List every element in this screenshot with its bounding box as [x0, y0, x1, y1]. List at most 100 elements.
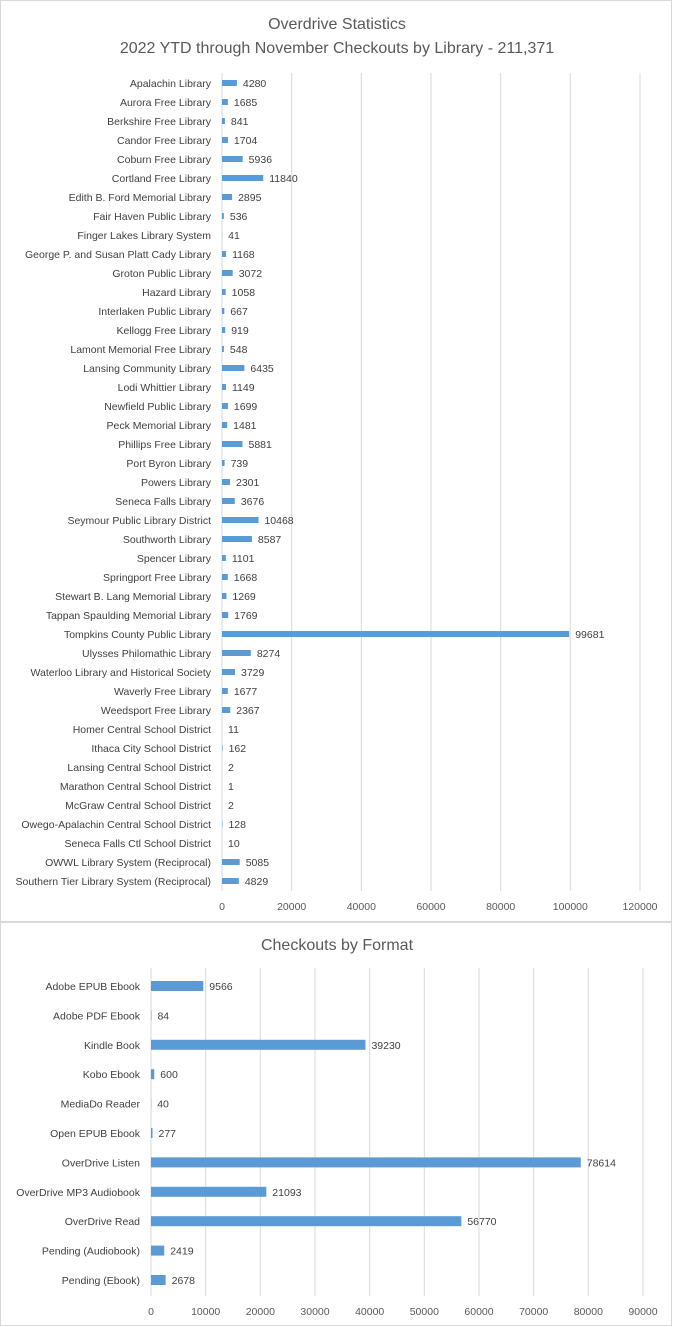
x-tick-label: 80000 — [486, 901, 515, 913]
x-tick-label: 20000 — [277, 901, 306, 913]
category-label: Lamont Memorial Free Library — [70, 344, 211, 356]
data-label: 1677 — [234, 686, 258, 698]
bar-peck-memorial-library — [222, 422, 227, 428]
data-label: 1 — [228, 781, 234, 793]
data-label: 2678 — [172, 1275, 196, 1287]
bar-open-epub-ebook — [151, 1128, 153, 1138]
bar-powers-library — [222, 479, 230, 485]
category-label: Southern Tier Library System (Reciprocal… — [16, 876, 212, 888]
category-label: Peck Memorial Library — [107, 420, 212, 432]
data-label: 8274 — [257, 648, 281, 660]
x-tick-label: 20000 — [246, 1306, 275, 1318]
bar-groton-public-library — [222, 270, 233, 276]
bar-overdrive-listen — [151, 1157, 581, 1167]
x-tick-label: 60000 — [416, 901, 445, 913]
data-label: 4829 — [245, 876, 269, 888]
data-label: 8587 — [258, 534, 282, 546]
category-label: Weedsport Free Library — [101, 705, 212, 717]
bar-lamont-memorial-free-library — [222, 346, 224, 352]
bar-waterloo-library-and-historical-society — [222, 669, 235, 675]
category-label: OWWL Library System (Reciprocal) — [45, 857, 211, 869]
data-label: 1149 — [232, 382, 255, 394]
data-label: 2 — [228, 800, 234, 812]
bar-george-p-and-susan-platt-cady-library — [222, 251, 226, 257]
category-label: Ulysses Philomathic Library — [82, 648, 212, 660]
category-label: Interlaken Public Library — [98, 306, 211, 318]
category-label: Fair Haven Public Library — [93, 211, 212, 223]
x-tick-label: 100000 — [553, 901, 588, 913]
data-label: 2 — [228, 762, 234, 774]
data-label: 1101 — [232, 553, 255, 565]
chart-subtitle: 2022 YTD through November Checkouts by L… — [120, 40, 554, 57]
data-label: 3676 — [241, 496, 265, 508]
x-tick-label: 90000 — [628, 1306, 657, 1318]
bar-port-byron-library — [222, 460, 225, 466]
category-label: Tompkins County Public Library — [64, 629, 212, 641]
x-tick-label: 50000 — [410, 1306, 439, 1318]
category-label: MediaDo Reader — [61, 1099, 141, 1111]
data-label: 6435 — [250, 363, 274, 375]
category-label: Lansing Central School District — [67, 762, 211, 774]
category-label: Kobo Ebook — [83, 1069, 141, 1081]
bar-overdrive-read — [151, 1216, 461, 1226]
data-label: 2895 — [238, 192, 262, 204]
data-label: 10 — [228, 838, 240, 850]
category-label: Apalachin Library — [130, 78, 212, 90]
x-tick-label: 60000 — [464, 1306, 493, 1318]
category-label: Port Byron Library — [126, 458, 211, 470]
category-label: Owego-Apalachin Central School District — [21, 819, 211, 831]
data-label: 536 — [230, 211, 248, 223]
bar-newfield-public-library — [222, 403, 228, 409]
data-label: 1699 — [234, 401, 258, 413]
bar-lodi-whittier-library — [222, 384, 226, 390]
bar-overdrive-mp3-audiobook — [151, 1187, 266, 1197]
data-label: 5881 — [248, 439, 272, 451]
category-label: Stewart B. Lang Memorial Library — [55, 591, 212, 603]
category-label: Spencer Library — [137, 553, 212, 565]
bar-aurora-free-library — [222, 99, 228, 105]
data-label: 3072 — [239, 268, 263, 280]
data-label: 2419 — [170, 1246, 194, 1258]
bar-weedsport-free-library — [222, 707, 230, 713]
bar-lansing-community-library — [222, 365, 244, 371]
x-tick-label: 120000 — [622, 901, 657, 913]
category-label: Seymour Public Library District — [67, 515, 211, 527]
x-tick-label: 40000 — [355, 1306, 384, 1318]
category-label: Adobe EPUB Ebook — [45, 981, 140, 993]
category-label: Springport Free Library — [103, 572, 212, 584]
x-tick-label: 40000 — [347, 901, 376, 913]
category-label: Adobe PDF Ebook — [53, 1010, 141, 1022]
bar-pending-ebook — [151, 1275, 166, 1285]
data-label: 2301 — [236, 477, 260, 489]
category-label: Aurora Free Library — [120, 97, 212, 109]
category-label: Edith B. Ford Memorial Library — [69, 192, 212, 204]
data-label: 841 — [231, 116, 249, 128]
category-label: George P. and Susan Platt Cady Library — [25, 249, 212, 261]
bar-southworth-library — [222, 536, 252, 542]
category-label: Cortland Free Library — [112, 173, 212, 185]
x-tick-label: 0 — [219, 901, 225, 913]
category-label: Marathon Central School District — [60, 781, 211, 793]
data-label: 600 — [160, 1069, 178, 1081]
data-label: 99681 — [575, 629, 604, 641]
category-label: Kindle Book — [84, 1040, 141, 1052]
category-label: OverDrive Listen — [62, 1157, 140, 1169]
category-label: Pending (Audiobook) — [42, 1246, 140, 1258]
data-label: 3729 — [241, 667, 265, 679]
bar-tompkins-county-public-library — [222, 631, 569, 637]
data-label: 739 — [231, 458, 249, 470]
bar-stewart-b-lang-memorial-library — [222, 593, 226, 599]
bar-hazard-library — [222, 289, 226, 295]
category-label: McGraw Central School District — [65, 800, 211, 812]
category-label: Newfield Public Library — [104, 401, 212, 413]
bar-apalachin-library — [222, 80, 237, 86]
category-label: Homer Central School District — [73, 724, 211, 736]
data-label: 2367 — [236, 705, 260, 717]
category-label: Lodi Whittier Library — [118, 382, 212, 394]
category-label: Pending (Ebook) — [62, 1275, 140, 1287]
category-label: Powers Library — [141, 477, 212, 489]
category-label: OverDrive Read — [65, 1216, 140, 1228]
category-label: Phillips Free Library — [118, 439, 212, 451]
x-tick-label: 80000 — [574, 1306, 603, 1318]
